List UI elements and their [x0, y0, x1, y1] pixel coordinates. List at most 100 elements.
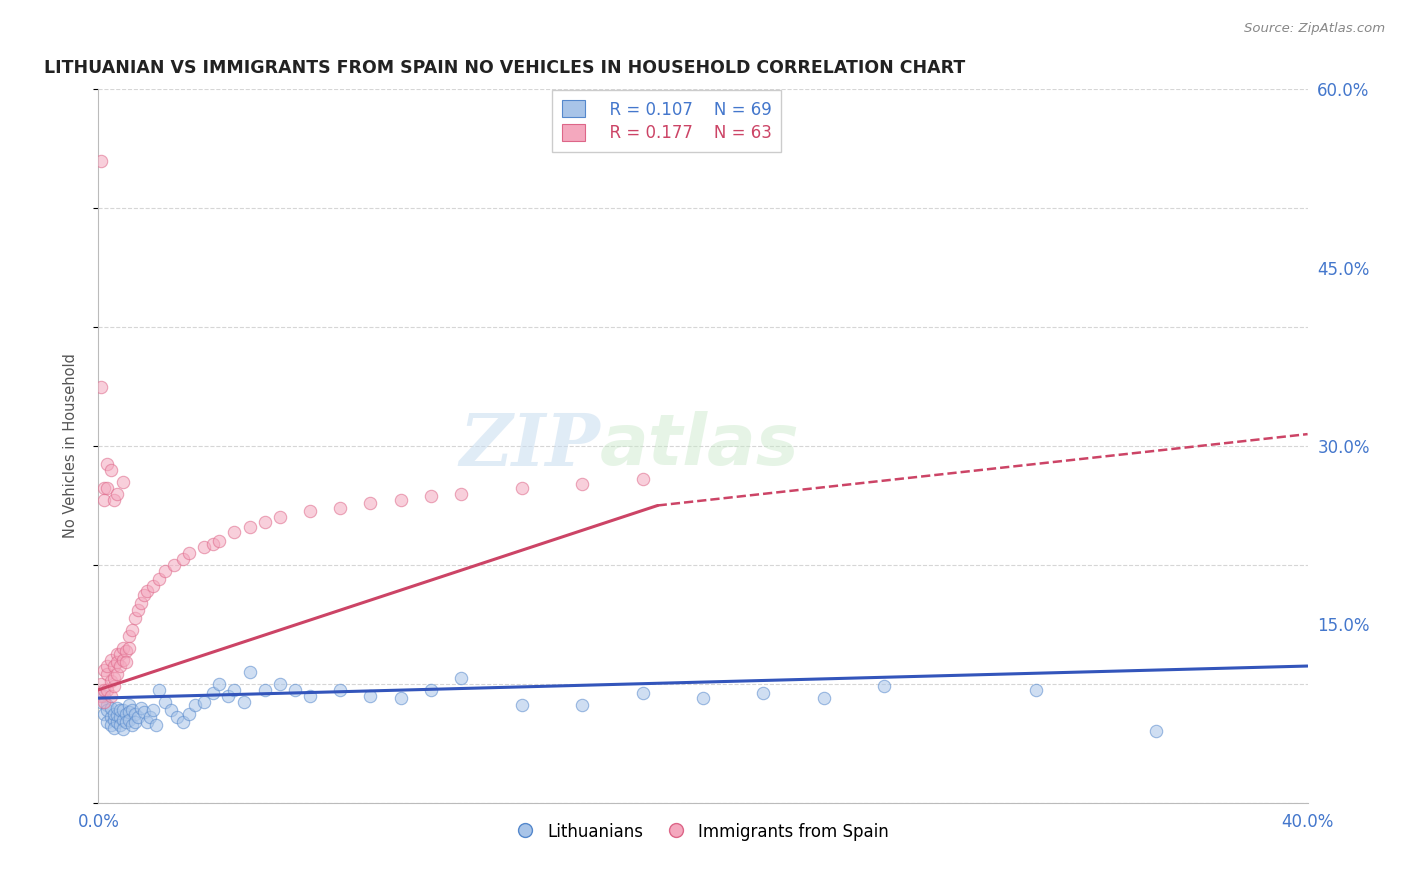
Point [111, 475, 134, 489]
Point [129, 700, 152, 714]
Point [100, 700, 122, 714]
Point [1024, 682, 1046, 697]
Point [253, 682, 276, 697]
Point [217, 689, 239, 703]
Point [145, 718, 167, 732]
Point [135, 714, 157, 729]
Point [193, 695, 215, 709]
Point [631, 472, 654, 486]
Point [269, 677, 291, 691]
Point [148, 682, 170, 697]
Point [96, 457, 118, 471]
Point [105, 707, 128, 722]
Point [108, 710, 131, 724]
Point [96, 698, 118, 713]
Point [269, 510, 291, 524]
Point [166, 710, 188, 724]
Point [118, 698, 141, 713]
Point [329, 682, 352, 697]
Point [232, 695, 254, 709]
Point [299, 689, 322, 703]
Point [299, 504, 322, 518]
Point [129, 596, 152, 610]
Point [114, 656, 136, 670]
Point [510, 698, 533, 713]
Point [105, 714, 128, 729]
Point [172, 552, 194, 566]
Point [93, 682, 115, 697]
Point [360, 689, 382, 703]
Point [450, 486, 472, 500]
Point [179, 546, 201, 560]
Point [127, 603, 149, 617]
Point [873, 679, 896, 693]
Point [103, 721, 125, 735]
Point [142, 579, 165, 593]
Point [153, 564, 176, 578]
Point [510, 481, 533, 495]
Point [329, 500, 352, 515]
Point [139, 710, 162, 724]
Text: ZIP: ZIP [460, 410, 600, 482]
Point [284, 682, 307, 697]
Point [108, 659, 131, 673]
Point [124, 611, 146, 625]
Point [96, 682, 118, 697]
Point [692, 691, 714, 706]
Point [96, 659, 118, 673]
Point [132, 588, 155, 602]
Point [450, 671, 472, 685]
Point [96, 667, 118, 681]
Point [105, 700, 128, 714]
Point [111, 703, 134, 717]
Point [360, 496, 382, 510]
Point [103, 671, 125, 685]
Point [202, 536, 225, 550]
Point [96, 703, 118, 717]
Text: LITHUANIAN VS IMMIGRANTS FROM SPAIN NO VEHICLES IN HOUSEHOLD CORRELATION CHART: LITHUANIAN VS IMMIGRANTS FROM SPAIN NO V… [44, 59, 966, 77]
Point [114, 714, 136, 729]
Point [118, 629, 141, 643]
Point [224, 682, 246, 697]
Point [111, 653, 134, 667]
Point [224, 524, 246, 539]
Point [121, 718, 143, 732]
Point [752, 686, 775, 700]
Point [103, 706, 125, 721]
Point [121, 703, 143, 717]
Point [96, 481, 118, 495]
Point [111, 713, 134, 727]
Y-axis label: No Vehicles in Household: No Vehicles in Household [63, 353, 77, 539]
Point [160, 703, 183, 717]
Point [118, 641, 141, 656]
Point [93, 492, 115, 507]
Point [253, 515, 276, 529]
Point [103, 713, 125, 727]
Point [389, 691, 412, 706]
Point [103, 679, 125, 693]
Point [127, 710, 149, 724]
Text: atlas: atlas [600, 411, 800, 481]
Point [93, 663, 115, 677]
Point [100, 710, 122, 724]
Point [420, 682, 443, 697]
Point [111, 722, 134, 736]
Point [813, 691, 835, 706]
Point [631, 686, 654, 700]
Point [93, 695, 115, 709]
Point [239, 520, 262, 534]
Point [100, 674, 122, 689]
Point [90, 677, 112, 691]
Point [103, 492, 125, 507]
Point [179, 706, 201, 721]
Point [124, 714, 146, 729]
Point [118, 713, 141, 727]
Point [108, 647, 131, 661]
Point [100, 689, 122, 703]
Point [118, 706, 141, 720]
Point [208, 677, 231, 691]
Point [114, 706, 136, 721]
Point [121, 624, 143, 638]
Point [90, 695, 112, 709]
Point [172, 714, 194, 729]
